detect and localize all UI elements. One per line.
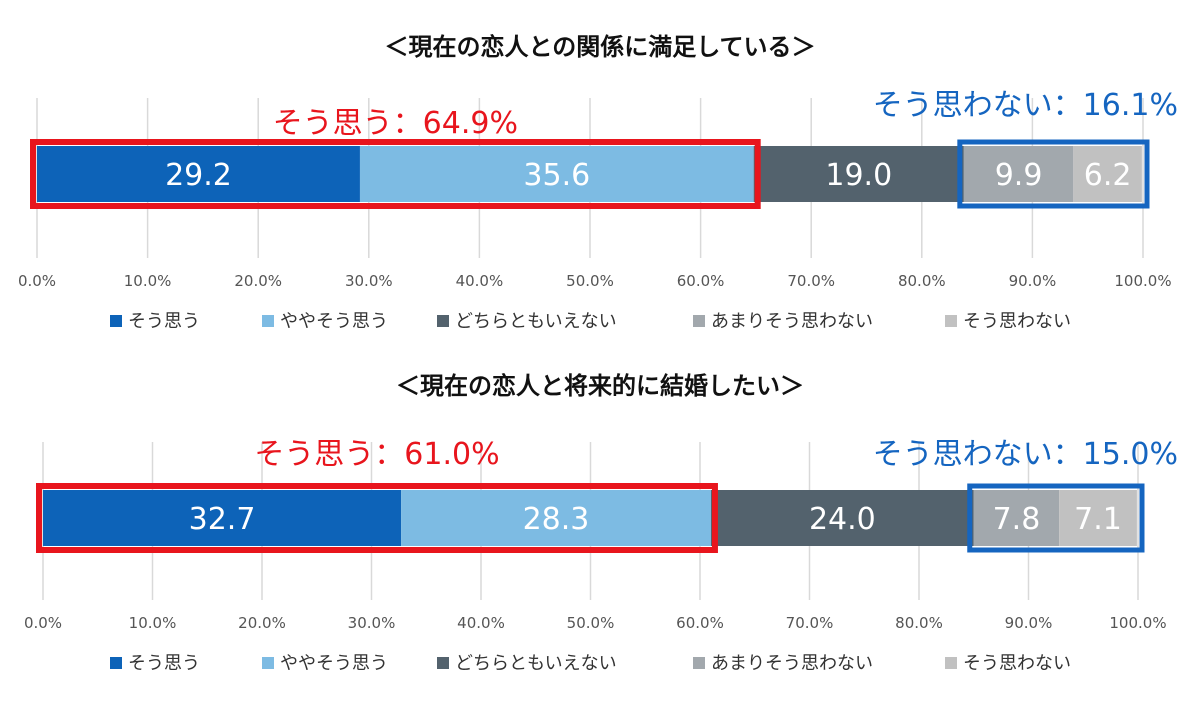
legend-label: ややそう思う bbox=[280, 653, 388, 674]
x-tick-label: 0.0% bbox=[18, 272, 56, 290]
legend-label: そう思う bbox=[128, 653, 200, 674]
disagree-callout: そう思わない：15.0% bbox=[873, 437, 1178, 472]
data-label: 7.8 bbox=[993, 502, 1041, 537]
x-tick-label: 40.0% bbox=[456, 272, 504, 290]
x-tick-label: 80.0% bbox=[898, 272, 946, 290]
agree-highlight-box bbox=[36, 483, 718, 553]
legend-swatch bbox=[437, 657, 449, 669]
bar-segment bbox=[710, 490, 974, 546]
disagree-highlight-box bbox=[957, 139, 1150, 209]
x-tick-label: 30.0% bbox=[348, 614, 396, 632]
data-label: 9.9 bbox=[995, 158, 1043, 193]
bar-segment bbox=[43, 490, 402, 546]
data-label: 7.1 bbox=[1074, 502, 1122, 537]
legend-swatch bbox=[693, 315, 705, 327]
x-tick-label: 10.0% bbox=[129, 614, 177, 632]
data-label: 29.2 bbox=[165, 158, 232, 193]
legend-swatch bbox=[945, 657, 957, 669]
legend-swatch bbox=[110, 315, 122, 327]
bar-segment bbox=[1073, 146, 1142, 202]
legend-swatch bbox=[110, 657, 122, 669]
x-tick-label: 100.0% bbox=[1114, 272, 1171, 290]
legend-label: どちらともいえない bbox=[455, 311, 617, 332]
bar-segment bbox=[963, 146, 1074, 202]
legend-swatch bbox=[262, 315, 274, 327]
x-tick-label: 70.0% bbox=[787, 272, 835, 290]
legend-label: そう思わない bbox=[963, 311, 1071, 332]
x-tick-label: 30.0% bbox=[345, 272, 393, 290]
x-tick-label: 60.0% bbox=[677, 272, 725, 290]
x-tick-label: 80.0% bbox=[895, 614, 943, 632]
data-label: 19.0 bbox=[825, 158, 892, 193]
legend-label: あまりそう思わない bbox=[711, 311, 873, 332]
legend-label: どちらともいえない bbox=[455, 653, 617, 674]
legend-label: そう思う bbox=[128, 311, 200, 332]
disagree-highlight-box bbox=[967, 483, 1145, 553]
agree-callout: そう思う：64.9% bbox=[273, 106, 518, 141]
x-tick-label: 100.0% bbox=[1109, 614, 1166, 632]
legend-label: ややそう思う bbox=[280, 311, 388, 332]
legend-swatch bbox=[945, 315, 957, 327]
data-label: 6.2 bbox=[1084, 158, 1132, 193]
agree-highlight-box bbox=[30, 139, 761, 209]
bar-segment bbox=[37, 146, 360, 202]
bar-segment bbox=[1059, 490, 1137, 546]
bar-segment bbox=[401, 490, 711, 546]
legend-label: そう思わない bbox=[963, 653, 1071, 674]
legend-swatch bbox=[437, 315, 449, 327]
agree-callout: そう思う：61.0% bbox=[254, 437, 499, 472]
x-tick-label: 10.0% bbox=[124, 272, 172, 290]
x-tick-label: 90.0% bbox=[1009, 272, 1057, 290]
x-tick-label: 50.0% bbox=[567, 614, 615, 632]
data-label: 24.0 bbox=[809, 502, 876, 537]
bar-segment bbox=[973, 490, 1060, 546]
legend-swatch bbox=[693, 657, 705, 669]
data-label: 28.3 bbox=[523, 502, 590, 537]
x-tick-label: 60.0% bbox=[676, 614, 724, 632]
bar-segment bbox=[753, 146, 964, 202]
chart-title: ＜現在の恋人との関係に満足している＞ bbox=[384, 33, 815, 61]
x-tick-label: 70.0% bbox=[786, 614, 834, 632]
x-tick-label: 40.0% bbox=[457, 614, 505, 632]
x-tick-label: 20.0% bbox=[238, 614, 286, 632]
disagree-callout: そう思わない：16.1% bbox=[873, 88, 1178, 123]
legend-label: あまりそう思わない bbox=[711, 653, 873, 674]
legend-swatch bbox=[262, 657, 274, 669]
data-label: 35.6 bbox=[523, 158, 590, 193]
x-tick-label: 50.0% bbox=[566, 272, 614, 290]
x-tick-label: 20.0% bbox=[234, 272, 282, 290]
x-tick-label: 90.0% bbox=[1005, 614, 1053, 632]
data-label: 32.7 bbox=[189, 502, 256, 537]
bar-segment bbox=[359, 146, 754, 202]
chart-title: ＜現在の恋人と将来的に結婚したい＞ bbox=[396, 372, 804, 400]
x-tick-label: 0.0% bbox=[24, 614, 62, 632]
